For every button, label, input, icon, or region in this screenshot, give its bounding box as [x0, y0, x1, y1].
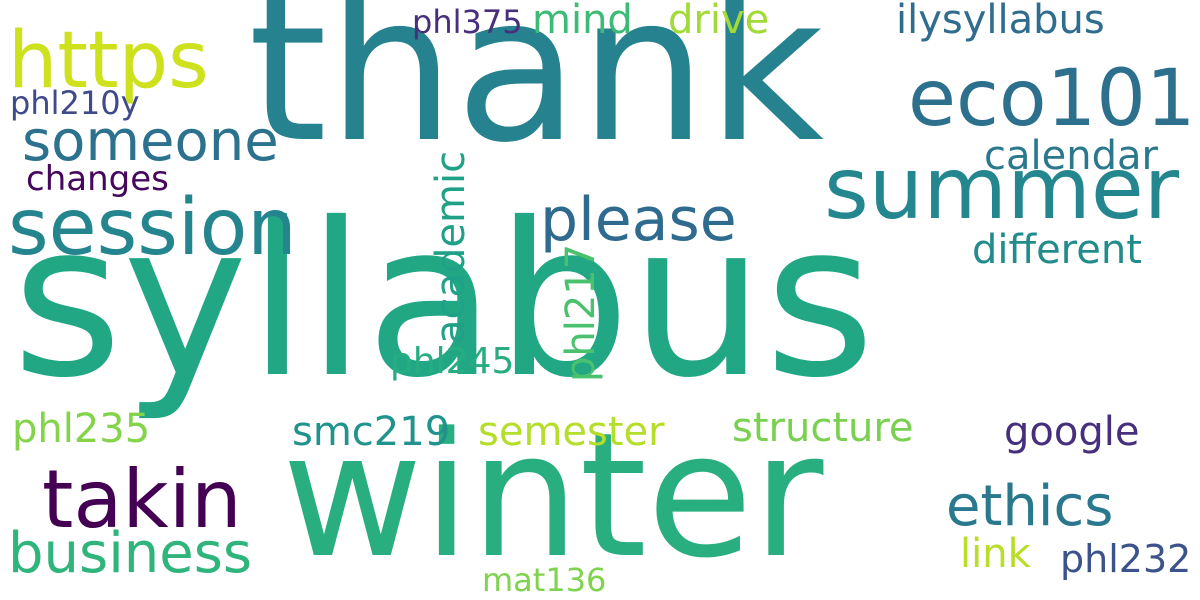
word-semester: semester — [478, 409, 665, 455]
word-thank: thank — [248, 0, 825, 187]
word-calendar: calendar — [984, 133, 1158, 179]
word-summer: summer — [824, 139, 1180, 239]
word-please: please — [540, 185, 737, 255]
word-google: google — [1004, 409, 1140, 455]
word-phl217: phl217 — [558, 243, 604, 382]
word-business: business — [8, 521, 253, 586]
word-phl245: phl245 — [390, 341, 515, 382]
word-eco101: eco101 — [908, 54, 1196, 144]
word-takin: takin — [42, 453, 242, 546]
word-winter: winter — [282, 395, 824, 596]
word-changes: changes — [26, 159, 169, 199]
word-mat136: mat136 — [482, 561, 607, 599]
word-ilysyllabus: ilysyllabus — [896, 0, 1105, 43]
word-structure: structure — [732, 405, 914, 451]
word-someone: someone — [22, 109, 279, 174]
word-drive: drive — [668, 0, 770, 43]
word-phl210y: phl210y — [10, 84, 140, 122]
word-phl232: phl232 — [1060, 537, 1192, 581]
word-mind: mind — [532, 0, 633, 43]
word-different: different — [972, 227, 1142, 273]
word-syllabus: syllabus — [12, 177, 876, 424]
word-session: session — [8, 183, 297, 273]
word-phl375: phl375 — [412, 3, 523, 41]
word-link: link — [960, 531, 1031, 577]
word-https: https — [8, 16, 209, 106]
word-ethics: ethics — [946, 474, 1114, 539]
word-smc219: smc219 — [292, 409, 451, 455]
word-academic: academic — [428, 150, 474, 344]
word-phl235: phl235 — [12, 406, 151, 452]
